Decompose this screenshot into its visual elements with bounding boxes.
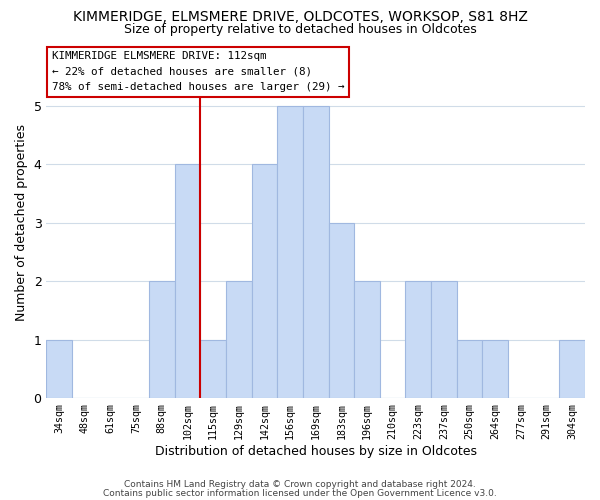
Bar (482, 340, 508, 398)
Bar (431, 281, 457, 398)
Bar (251, 164, 277, 398)
Text: KIMMERIDGE, ELMSMERE DRIVE, OLDCOTES, WORKSOP, S81 8HZ: KIMMERIDGE, ELMSMERE DRIVE, OLDCOTES, WO… (73, 10, 527, 24)
Y-axis label: Number of detached properties: Number of detached properties (15, 124, 28, 322)
Bar (406, 281, 431, 398)
X-axis label: Distribution of detached houses by size in Oldcotes: Distribution of detached houses by size … (155, 444, 477, 458)
Bar (303, 106, 329, 398)
Bar (277, 106, 303, 398)
Text: KIMMERIDGE ELMSMERE DRIVE: 112sqm
← 22% of detached houses are smaller (8)
78% o: KIMMERIDGE ELMSMERE DRIVE: 112sqm ← 22% … (52, 51, 344, 92)
Text: Contains public sector information licensed under the Open Government Licence v3: Contains public sector information licen… (103, 488, 497, 498)
Bar (457, 340, 482, 398)
Bar (226, 281, 251, 398)
Bar (354, 281, 380, 398)
Bar (559, 340, 585, 398)
Bar (200, 340, 226, 398)
Bar (46, 340, 72, 398)
Bar (149, 281, 175, 398)
Bar (175, 164, 200, 398)
Bar (329, 223, 354, 398)
Text: Contains HM Land Registry data © Crown copyright and database right 2024.: Contains HM Land Registry data © Crown c… (124, 480, 476, 489)
Text: Size of property relative to detached houses in Oldcotes: Size of property relative to detached ho… (124, 22, 476, 36)
